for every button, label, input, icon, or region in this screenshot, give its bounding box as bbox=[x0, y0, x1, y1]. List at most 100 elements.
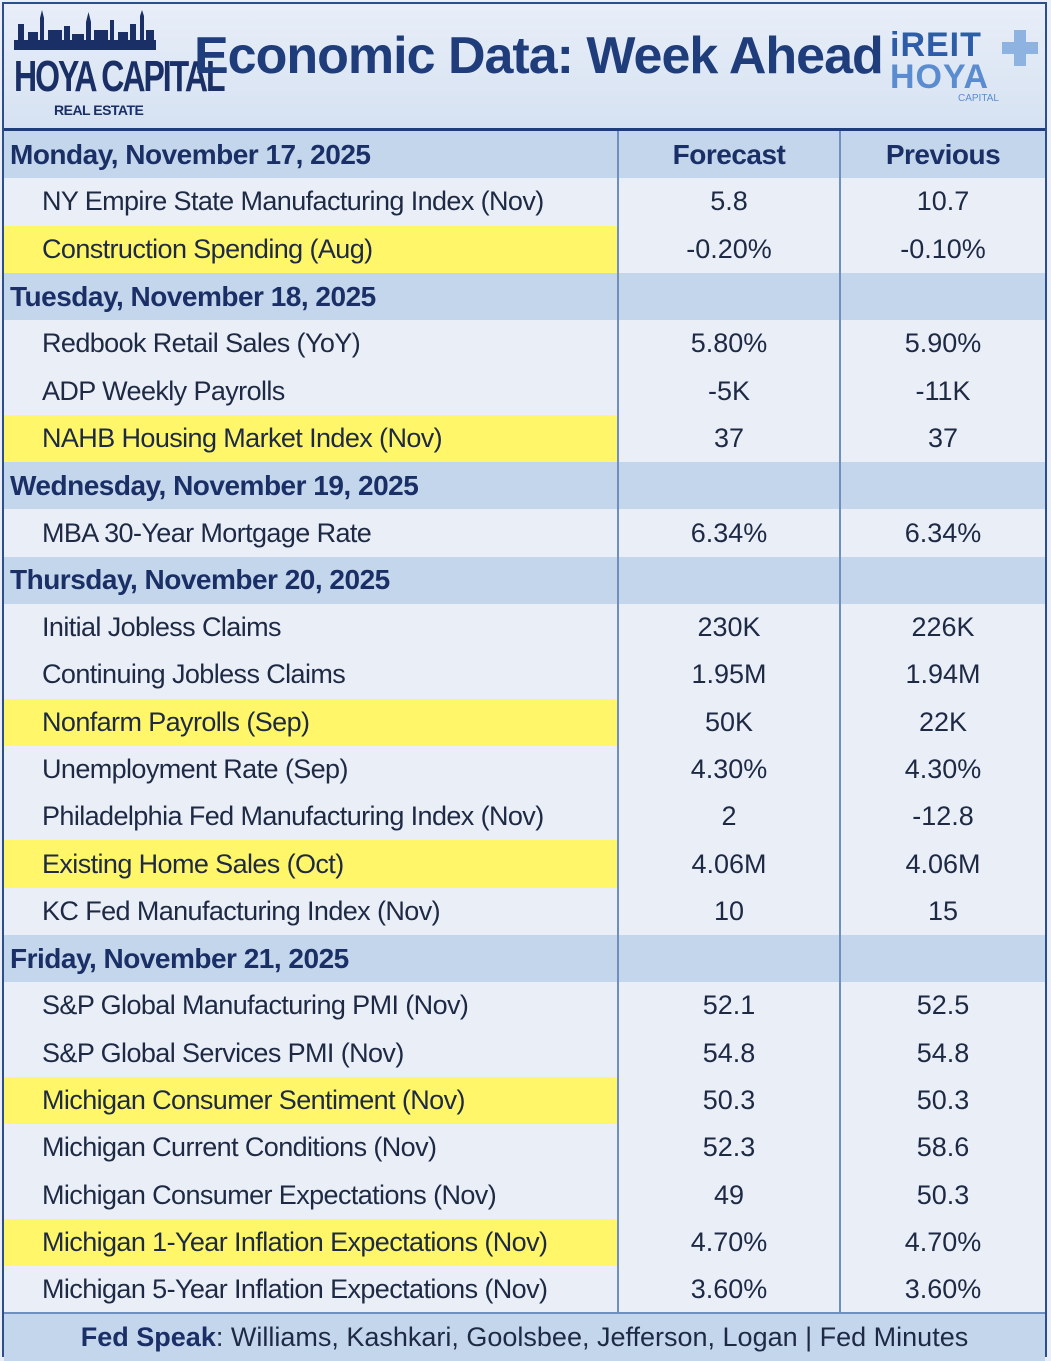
table-row: Existing Home Sales (Oct) 4.06M 4.06M bbox=[4, 840, 1045, 888]
previous-cell: 4.06M bbox=[839, 840, 1045, 888]
indicator-name: MBA 30-Year Mortgage Rate bbox=[42, 517, 372, 548]
forecast-header-cell bbox=[617, 935, 839, 983]
previous-value: 52.5 bbox=[916, 990, 970, 1021]
previous-header-cell bbox=[839, 935, 1045, 983]
fed-speak-label: Fed Speak bbox=[80, 1322, 216, 1352]
forecast-cell: 1.95M bbox=[617, 651, 839, 699]
indicator-cell: MBA 30-Year Mortgage Rate bbox=[4, 509, 617, 556]
table-row: Michigan Consumer Expectations (Nov) 49 50… bbox=[4, 1171, 1045, 1219]
indicator-name: NAHB Housing Market Index (Nov) bbox=[42, 422, 443, 453]
forecast-value: 5.8 bbox=[710, 186, 748, 217]
day-header-row: Tuesday, November 18, 2025 bbox=[4, 272, 1045, 321]
ireit-logo-text: iREIT bbox=[890, 26, 982, 64]
indicator-name: S&P Global Services PMI (Nov) bbox=[42, 1037, 404, 1068]
day-header-row: Wednesday, November 19, 2025 bbox=[4, 462, 1045, 510]
table-row: S&P Global Services PMI (Nov) 54.8 54.8 bbox=[4, 1029, 1045, 1077]
table-row: S&P Global Manufacturing PMI (Nov) 52.1 52… bbox=[4, 982, 1045, 1030]
day-label: Tuesday, November 18, 2025 bbox=[10, 280, 376, 312]
forecast-cell: 6.34% bbox=[617, 509, 839, 557]
forecast-value: 10 bbox=[713, 895, 745, 926]
indicator-cell: KC Fed Manufacturing Index (Nov) bbox=[4, 888, 617, 935]
indicator-cell: Initial Jobless Claims bbox=[4, 604, 617, 651]
previous-cell: 10.7 bbox=[839, 178, 1045, 226]
plus-cross-icon bbox=[1002, 30, 1038, 66]
previous-cell: 4.70% bbox=[839, 1218, 1045, 1267]
forecast-cell: 3.60% bbox=[617, 1266, 839, 1314]
forecast-value: 4.30% bbox=[690, 754, 768, 784]
forecast-cell: 52.1 bbox=[617, 982, 839, 1030]
forecast-value: 37 bbox=[713, 422, 745, 453]
table-row: Michigan Consumer Sentiment (Nov) 50.3 50.… bbox=[4, 1076, 1045, 1125]
indicator-cell: NAHB Housing Market Index (Nov) bbox=[4, 414, 617, 463]
previous-value: 6.34% bbox=[904, 517, 982, 548]
indicator-name: NY Empire State Manufacturing Index (Nov… bbox=[42, 186, 544, 217]
forecast-cell: 37 bbox=[617, 414, 839, 463]
day-label-cell: Thursday, November 20, 2025 bbox=[4, 557, 617, 604]
previous-cell: 5.90% bbox=[839, 320, 1045, 368]
table-row: MBA 30-Year Mortgage Rate 6.34% 6.34% bbox=[4, 509, 1045, 557]
forecast-header-cell: Forecast bbox=[617, 131, 839, 179]
forecast-value: 52.3 bbox=[702, 1132, 756, 1163]
forecast-cell: 50.3 bbox=[617, 1076, 839, 1125]
header: HOYA CAPITAL REAL ESTATE Economic Data: … bbox=[4, 4, 1045, 131]
forecast-cell: 5.80% bbox=[617, 320, 839, 368]
logo-sub-text: REAL ESTATE bbox=[54, 102, 144, 118]
day-label-cell: Tuesday, November 18, 2025 bbox=[4, 273, 617, 320]
forecast-cell: 5.8 bbox=[617, 178, 839, 226]
day-header-row: Friday, November 21, 2025 bbox=[4, 935, 1045, 983]
forecast-cell: 4.70% bbox=[617, 1218, 839, 1267]
forecast-cell: 230K bbox=[617, 603, 839, 652]
previous-value: -0.10% bbox=[900, 233, 986, 264]
economic-data-table: Monday, November 17, 2025 Forecast Previou… bbox=[4, 131, 1045, 1314]
forecast-value: 50.3 bbox=[702, 1085, 756, 1116]
table-row: NY Empire State Manufacturing Index (Nov… bbox=[4, 178, 1045, 226]
indicator-cell: Existing Home Sales (Oct) bbox=[4, 840, 617, 888]
day-label-cell: Wednesday, November 19, 2025 bbox=[4, 462, 617, 509]
day-header-row: Thursday, November 20, 2025 bbox=[4, 556, 1045, 604]
capital-logo-text: CAPITAL bbox=[958, 93, 999, 104]
previous-cell: 54.8 bbox=[839, 1029, 1045, 1077]
previous-value: 58.6 bbox=[916, 1132, 970, 1163]
indicator-name: Michigan 1-Year Inflation Expectations (… bbox=[42, 1226, 548, 1257]
skyline-icon bbox=[14, 10, 156, 50]
previous-column-header: Previous bbox=[885, 138, 1001, 170]
forecast-value: 230K bbox=[697, 612, 761, 643]
previous-cell: 50.3 bbox=[839, 1076, 1045, 1125]
indicator-cell: Michigan 1-Year Inflation Expectations (… bbox=[4, 1218, 617, 1267]
table-row: Unemployment Rate (Sep) 4.30% 4.30% bbox=[4, 745, 1045, 794]
previous-cell: 37 bbox=[839, 414, 1045, 463]
day-label: Friday, November 21, 2025 bbox=[10, 942, 349, 974]
previous-cell: -12.8 bbox=[839, 793, 1045, 841]
previous-value: 22K bbox=[918, 706, 968, 737]
forecast-cell: 49 bbox=[617, 1171, 839, 1219]
indicator-name: Michigan Current Conditions (Nov) bbox=[42, 1132, 437, 1163]
previous-cell: 15 bbox=[839, 887, 1045, 936]
forecast-cell: 54.8 bbox=[617, 1029, 839, 1077]
forecast-value: 2 bbox=[721, 801, 737, 832]
forecast-value: 6.34% bbox=[690, 517, 768, 548]
forecast-value: 50K bbox=[704, 706, 754, 737]
forecast-cell: 4.30% bbox=[617, 745, 839, 794]
indicator-cell: S&P Global Services PMI (Nov) bbox=[4, 1030, 617, 1077]
day-label: Wednesday, November 19, 2025 bbox=[10, 469, 419, 501]
hoya-capital-logo: HOYA CAPITAL REAL ESTATE bbox=[14, 10, 226, 122]
fed-speak-text: : Williams, Kashkari, Goolsbee, Jefferso… bbox=[215, 1322, 969, 1352]
forecast-value: 5.80% bbox=[690, 328, 768, 359]
table-row: KC Fed Manufacturing Index (Nov) 10 15 bbox=[4, 887, 1045, 936]
previous-header-cell bbox=[839, 462, 1045, 510]
indicator-cell: Nonfarm Payrolls (Sep) bbox=[4, 698, 617, 746]
previous-value: 226K bbox=[911, 612, 975, 643]
forecast-value: 4.70% bbox=[690, 1226, 768, 1257]
indicator-cell: Michigan 5-Year Inflation Expectations (… bbox=[4, 1266, 617, 1313]
forecast-cell: 50K bbox=[617, 698, 839, 746]
forecast-cell: 52.3 bbox=[617, 1124, 839, 1172]
indicator-name: Michigan Consumer Expectations (Nov) bbox=[42, 1179, 497, 1210]
indicator-name: Initial Jobless Claims bbox=[42, 612, 281, 643]
indicator-name: Unemployment Rate (Sep) bbox=[42, 754, 348, 784]
ireit-hoya-logo: iREIT HOYA CAPITAL bbox=[888, 26, 1038, 106]
previous-value: 50.3 bbox=[916, 1085, 970, 1116]
forecast-value: -0.20% bbox=[686, 233, 772, 264]
forecast-value: 4.06M bbox=[691, 848, 767, 879]
indicator-name: Existing Home Sales (Oct) bbox=[42, 848, 344, 879]
